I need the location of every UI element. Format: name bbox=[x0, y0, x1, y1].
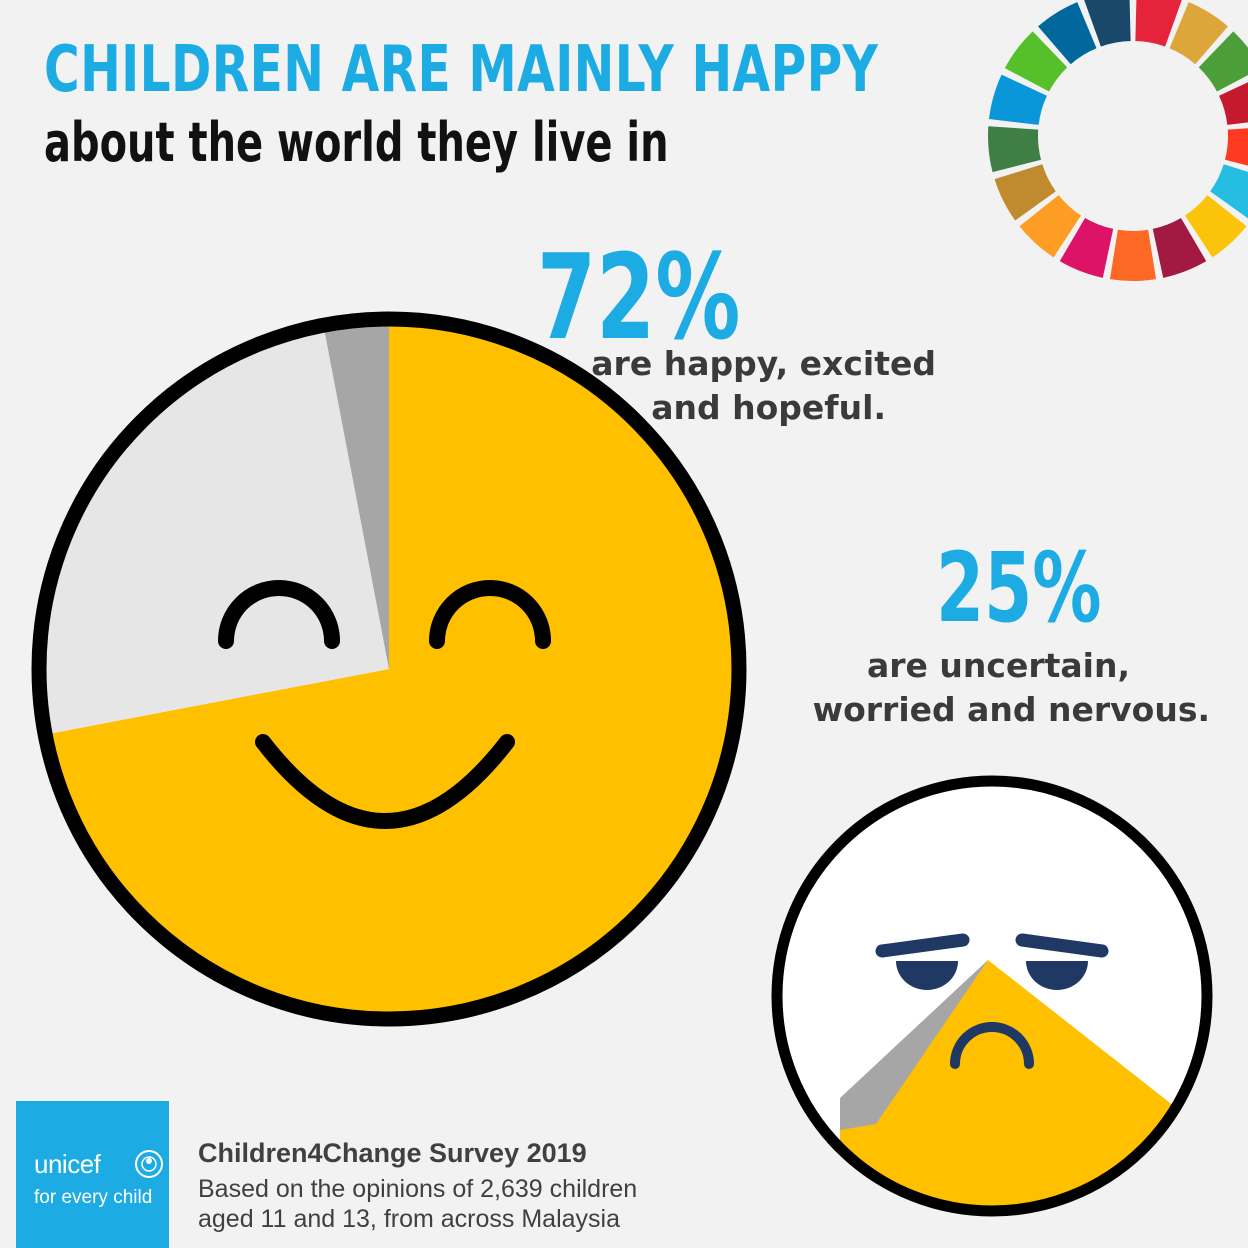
worried-percent: 25% bbox=[936, 532, 1102, 644]
pie-slice-2 bbox=[39, 325, 390, 735]
worried-gray-sliver bbox=[840, 960, 988, 1130]
happy-line-1: are happy, excited bbox=[591, 344, 936, 383]
unicef-wordmark: unicef bbox=[34, 1149, 101, 1179]
page-subtitle: about the world they live in bbox=[44, 111, 669, 174]
happy-face-outline bbox=[31, 311, 747, 1027]
worried-face-outline bbox=[771, 775, 1213, 1217]
unicef-logo: unicef for every child bbox=[16, 1101, 169, 1248]
left-eye-icon bbox=[896, 961, 958, 990]
right-brow-icon bbox=[1015, 933, 1109, 958]
source-line-1: Based on the opinions of 2,639 children bbox=[198, 1175, 638, 1203]
worried-line-1: are uncertain, bbox=[866, 646, 1130, 685]
smile-icon bbox=[255, 734, 515, 829]
source-line-2: aged 11 and 13, from across Malaysia bbox=[198, 1205, 620, 1233]
happy-line-2: and hopeful. bbox=[651, 388, 886, 427]
pie-slice-1 bbox=[45, 319, 739, 1019]
happy-description: are happy, excited and hopeful. bbox=[591, 342, 936, 430]
unicef-emblem-icon bbox=[135, 1150, 163, 1178]
happy-percent: 72% bbox=[537, 228, 741, 366]
worried-line-2: worried and nervous. bbox=[812, 690, 1210, 729]
right-eye-icon bbox=[429, 580, 551, 649]
left-eye-icon bbox=[218, 580, 340, 649]
right-eye-icon bbox=[1026, 961, 1088, 990]
page-title: CHILDREN ARE MAINLY HAPPY bbox=[44, 33, 879, 107]
source-title: Children4Change Survey 2019 bbox=[198, 1138, 587, 1168]
worried-description: are uncertain, worried and nervous. bbox=[813, 644, 1210, 732]
pie-slice-3 bbox=[323, 319, 389, 669]
unicef-tagline: for every child bbox=[34, 1187, 153, 1208]
frown-icon bbox=[950, 1022, 1034, 1069]
left-brow-icon bbox=[875, 933, 970, 958]
